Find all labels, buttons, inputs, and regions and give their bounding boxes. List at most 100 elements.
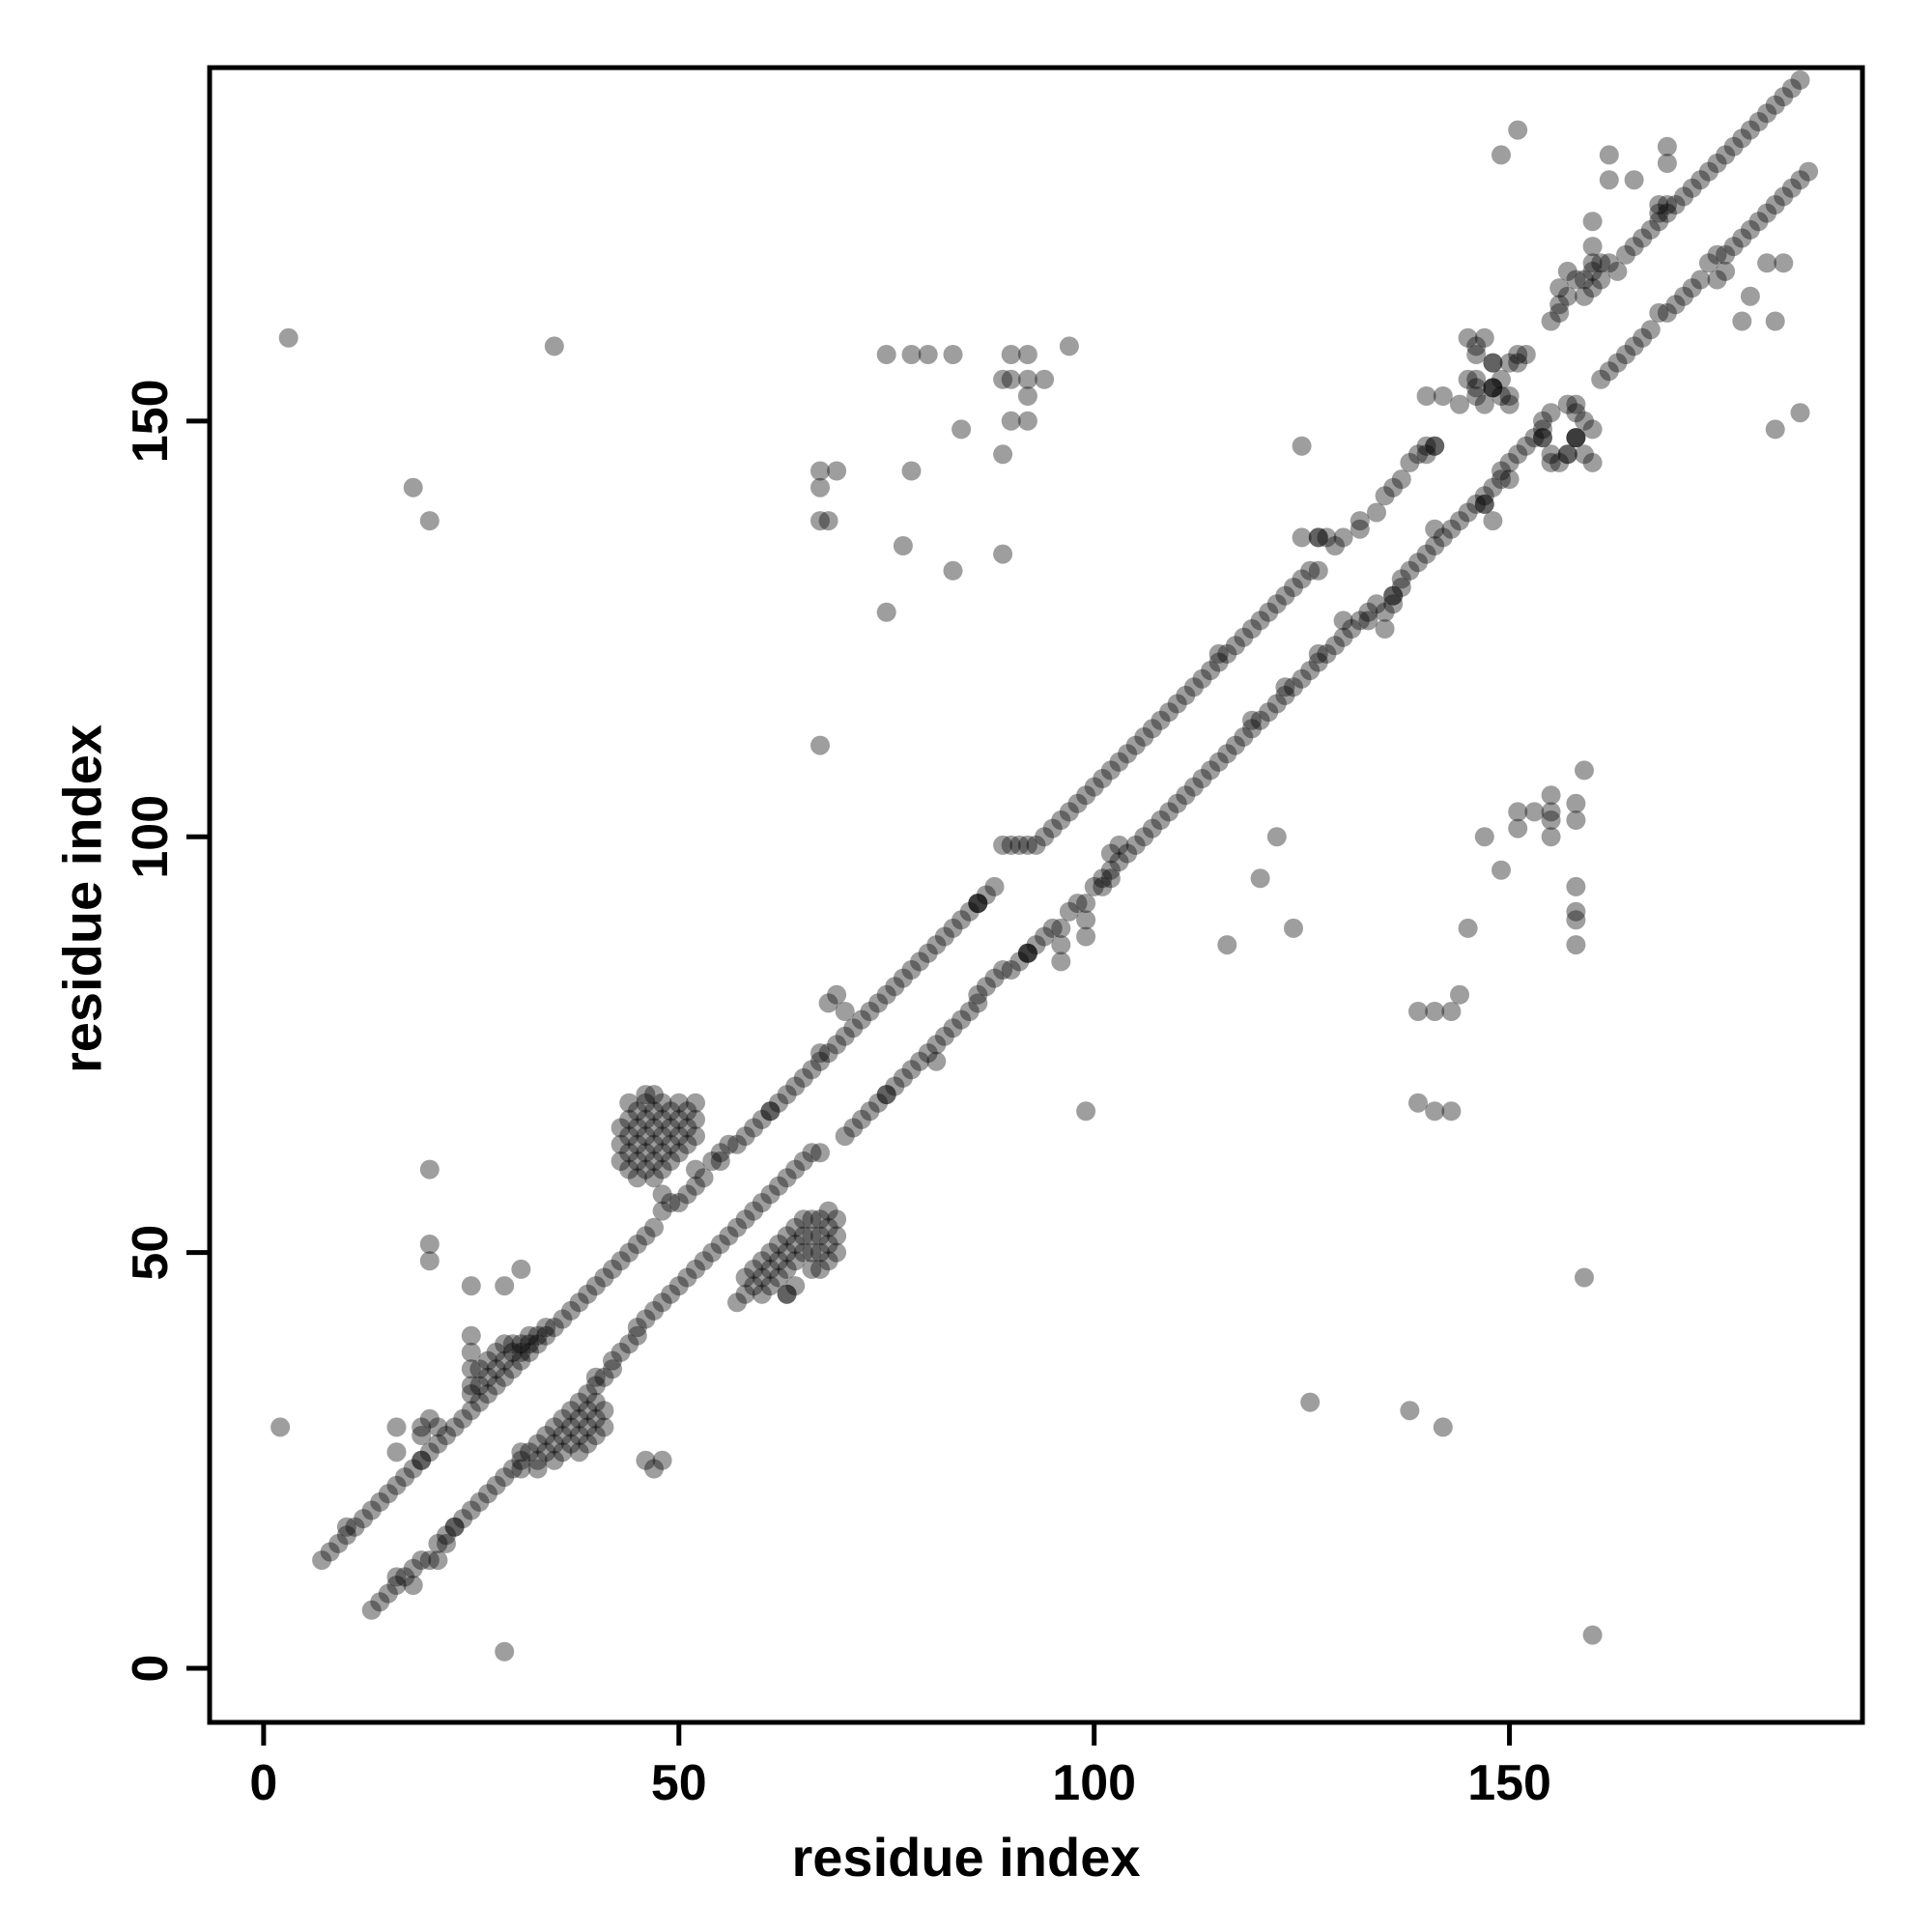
data-point (1118, 843, 1138, 864)
data-point (1192, 668, 1212, 689)
data-point (1300, 1392, 1321, 1412)
data-point (1217, 935, 1237, 955)
data-point (785, 1159, 806, 1179)
x-tick-label: 150 (1467, 1755, 1551, 1811)
data-point (694, 1168, 714, 1188)
data-point (1100, 760, 1121, 781)
data-point (469, 1376, 490, 1396)
data-point (603, 1359, 622, 1379)
data-point (1391, 469, 1411, 490)
data-point (1599, 170, 1619, 190)
data-point (478, 1384, 497, 1404)
data-point (619, 1334, 639, 1354)
data-point (835, 1002, 855, 1021)
data-point (1208, 643, 1229, 664)
data-point (1575, 1267, 1594, 1288)
data-point (1649, 302, 1669, 323)
data-point (1466, 336, 1487, 356)
data-point (1217, 744, 1237, 764)
data-point (1084, 777, 1104, 797)
data-point (1125, 835, 1146, 855)
data-point (959, 1002, 980, 1021)
data-point (603, 1259, 622, 1279)
data-point (536, 1426, 556, 1445)
data-point (1292, 436, 1312, 456)
data-point (585, 1376, 606, 1396)
data-point (1566, 793, 1586, 813)
data-point (578, 1284, 598, 1304)
data-point (777, 1085, 797, 1105)
data-point (1582, 212, 1603, 232)
data-point (1275, 677, 1295, 697)
data-point (1433, 527, 1453, 548)
data-point (502, 1342, 523, 1362)
data-point (1017, 345, 1037, 364)
data-point (1790, 403, 1810, 423)
data-point (378, 1583, 398, 1604)
data-point (1375, 619, 1395, 639)
data-point (1292, 569, 1312, 589)
data-point (1076, 785, 1096, 806)
data-point (1325, 636, 1345, 656)
data-point (453, 1408, 473, 1429)
data-point (594, 1267, 614, 1288)
data-point (876, 1085, 896, 1105)
data-point (1575, 270, 1594, 290)
data-point (495, 1334, 515, 1354)
data-point (1009, 952, 1030, 972)
x-tick-label: 100 (1052, 1755, 1136, 1811)
data-point (1690, 170, 1711, 190)
data-point (502, 1359, 523, 1379)
data-point (578, 1384, 598, 1404)
data-point (619, 1093, 639, 1113)
data-points-layer (270, 70, 1819, 1662)
data-point (993, 444, 1013, 465)
data-point (1499, 452, 1520, 472)
data-point (1657, 136, 1677, 156)
data-point (511, 1334, 531, 1354)
data-point (777, 1284, 797, 1304)
data-point (1698, 161, 1719, 182)
data-point (843, 1118, 864, 1138)
data-point (686, 1259, 705, 1279)
data-point (1707, 244, 1727, 265)
data-point (569, 1442, 589, 1463)
data-point (876, 1085, 896, 1105)
data-point (1042, 918, 1063, 938)
data-point (752, 1109, 772, 1129)
data-point (1765, 195, 1785, 214)
data-point (1707, 154, 1727, 173)
data-point (636, 1226, 656, 1246)
data-point (502, 1459, 523, 1479)
data-point (934, 926, 954, 947)
data-point (1358, 611, 1378, 631)
data-point (652, 1184, 672, 1205)
data-point (419, 1235, 440, 1254)
data-point (527, 1459, 548, 1479)
data-point (594, 1367, 614, 1387)
data-point (1649, 212, 1669, 232)
data-point (1533, 419, 1552, 440)
data-point (461, 1276, 481, 1296)
data-point (1716, 244, 1736, 265)
data-point (1466, 386, 1487, 406)
data-point (1308, 527, 1328, 548)
data-point (1757, 253, 1777, 273)
data-point (419, 1251, 440, 1271)
data-point (437, 1426, 456, 1445)
data-point (1317, 643, 1337, 664)
data-point (636, 1093, 656, 1113)
data-point (1566, 876, 1586, 896)
data-point (1333, 611, 1353, 631)
data-point (495, 1641, 515, 1662)
data-point (719, 1134, 739, 1154)
data-point (1176, 785, 1196, 806)
data-point (644, 1118, 664, 1138)
data-point (486, 1475, 506, 1495)
data-point (495, 1467, 515, 1488)
data-point (1575, 286, 1594, 306)
data-point (1026, 835, 1046, 855)
data-point (1499, 386, 1520, 406)
data-point (652, 1201, 672, 1221)
data-point (1208, 752, 1229, 772)
